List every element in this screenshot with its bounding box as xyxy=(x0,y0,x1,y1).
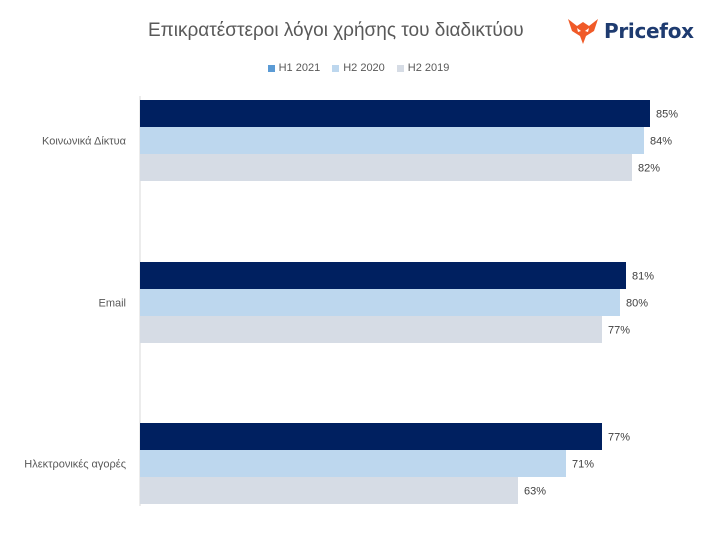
legend-swatch-h1-2021 xyxy=(267,64,275,72)
legend-label-h2-2019: H2 2019 xyxy=(407,62,450,74)
legend-swatch-h2-2019 xyxy=(396,64,404,72)
value-label: 71% xyxy=(572,459,594,471)
bar-h1-2021 xyxy=(140,423,602,450)
value-label: 85% xyxy=(656,109,678,121)
bar-h2-2020 xyxy=(140,289,620,316)
bar-h2-2020 xyxy=(140,127,644,154)
chart-title: Επικρατέστεροι λόγοι χρήσης του διαδικτύ… xyxy=(148,20,524,41)
bar-h2-2019 xyxy=(140,316,602,343)
value-label: 63% xyxy=(524,486,546,498)
chart-legend: H1 2021 H2 2020 H2 2019 xyxy=(0,62,717,74)
value-label: 84% xyxy=(650,136,672,148)
bar-h2-2020 xyxy=(140,450,566,477)
value-label: 81% xyxy=(632,271,654,283)
fox-icon xyxy=(568,19,598,44)
legend-label-h1-2021: H1 2021 xyxy=(278,62,321,74)
bar-h2-2019 xyxy=(140,477,518,504)
brand-logo: Pricefox xyxy=(566,16,694,46)
category-label: Email xyxy=(98,298,126,310)
legend-swatch-h2-2020 xyxy=(332,64,340,72)
value-label: 80% xyxy=(626,298,648,310)
bar-h1-2021 xyxy=(140,262,626,289)
legend-item-h2-2019: H2 2019 xyxy=(396,62,450,74)
brand-name: Pricefox xyxy=(604,19,694,43)
value-label: 77% xyxy=(608,432,630,444)
legend-item-h2-2020: H2 2020 xyxy=(332,62,385,74)
value-label: 77% xyxy=(608,325,630,337)
legend-label-h2-2020: H2 2020 xyxy=(343,62,385,74)
category-label: Κοινωνικά Δίκτυα xyxy=(42,136,127,148)
bar-h1-2021 xyxy=(140,100,650,127)
category-label: Ηλεκτρονικές αγορές xyxy=(24,459,126,471)
legend-item-h1-2021: H1 2021 xyxy=(267,62,321,74)
value-label: 82% xyxy=(638,163,660,175)
bar-h2-2019 xyxy=(140,154,632,181)
